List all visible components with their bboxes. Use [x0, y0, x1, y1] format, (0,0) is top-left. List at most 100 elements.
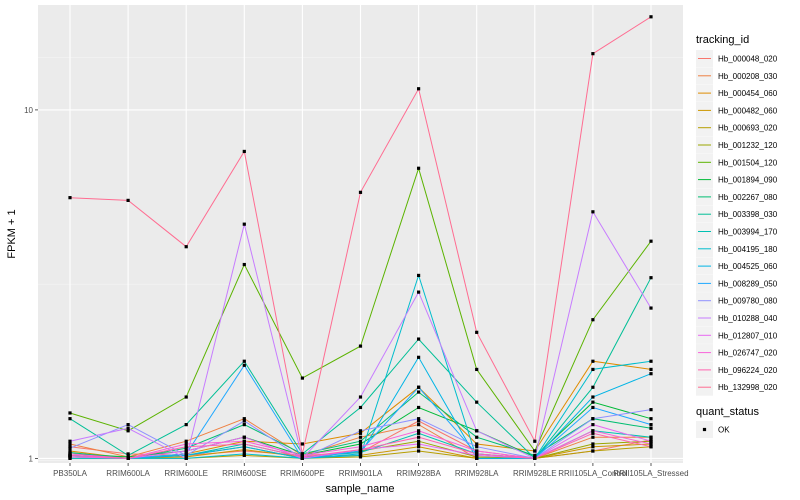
- legend-label: Hb_010288_040: [718, 314, 778, 323]
- data-point: [591, 435, 595, 439]
- data-point: [417, 439, 421, 443]
- data-point: [417, 431, 421, 435]
- data-point: [417, 445, 421, 449]
- data-point: [591, 318, 595, 322]
- data-point: [126, 453, 130, 457]
- data-point: [68, 446, 72, 450]
- data-point: [649, 15, 653, 19]
- data-point: [300, 455, 304, 459]
- data-point: [591, 417, 595, 421]
- data-point: [300, 452, 304, 456]
- legend-label: Hb_004525_060: [718, 262, 778, 271]
- legend-label: Hb_004195_180: [718, 245, 778, 254]
- data-point: [184, 445, 188, 449]
- data-point: [649, 439, 653, 443]
- data-point: [417, 429, 421, 433]
- data-point: [475, 445, 479, 449]
- data-point: [184, 423, 188, 427]
- legend-label: Hb_009780_080: [718, 297, 778, 306]
- data-point: [533, 439, 537, 443]
- legend-label: Hb_001894_090: [718, 176, 778, 185]
- data-point: [591, 385, 595, 389]
- legend-label: Hb_001232_120: [718, 141, 778, 150]
- data-point: [417, 390, 421, 394]
- legend-label: Hb_008289_050: [718, 279, 778, 288]
- data-point: [475, 456, 479, 460]
- data-point: [242, 262, 246, 267]
- data-point: [475, 452, 479, 456]
- x-tick-label: RRIM928BA: [396, 469, 441, 478]
- data-point: [591, 52, 595, 56]
- legend-label: Hb_000482_060: [718, 106, 778, 115]
- data-point: [591, 395, 595, 399]
- data-point: [533, 453, 537, 457]
- data-point: [242, 222, 246, 226]
- data-point: [184, 453, 188, 457]
- data-point: [417, 337, 421, 341]
- legend2-title: quant_status: [696, 406, 759, 418]
- data-point: [475, 400, 479, 404]
- x-tick-label: RRIM928LA: [455, 469, 499, 478]
- legend-label: Hb_000693_020: [718, 124, 778, 133]
- y-axis: 1 10: [24, 106, 38, 463]
- grid-lines: [38, 5, 683, 463]
- data-point: [126, 429, 130, 433]
- data-point: [184, 439, 188, 443]
- data-point: [417, 417, 421, 421]
- data-point: [649, 372, 653, 376]
- data-point: [417, 435, 421, 439]
- x-tick-label: PB350LA: [53, 469, 87, 478]
- data-point: [417, 290, 421, 294]
- legend-label: Hb_000454_060: [718, 89, 778, 98]
- data-point: [649, 442, 653, 446]
- data-point: [649, 408, 653, 412]
- data-point: [649, 435, 653, 439]
- data-point: [417, 273, 421, 278]
- data-point: [649, 306, 653, 310]
- data-point: [417, 449, 421, 453]
- legend-label: Hb_002267_080: [718, 193, 778, 202]
- data-point: [184, 442, 188, 446]
- x-tick-label: RRII105LA_Control: [558, 469, 628, 478]
- data-point: [649, 417, 653, 421]
- data-point: [184, 449, 188, 453]
- data-point: [358, 405, 363, 410]
- data-point: [591, 449, 595, 453]
- data-point: [68, 411, 72, 415]
- data-point: [242, 435, 246, 439]
- data-point: [358, 445, 363, 449]
- legend-label: Hb_012807_010: [718, 331, 778, 340]
- data-point: [358, 439, 363, 443]
- data-point: [242, 423, 246, 427]
- data-point: [475, 367, 479, 372]
- legend2-key-point: [702, 427, 707, 432]
- data-point: [591, 423, 595, 427]
- data-point: [591, 367, 595, 372]
- data-point: [358, 442, 363, 446]
- data-point: [533, 449, 537, 453]
- data-point: [68, 442, 72, 446]
- data-point: [533, 456, 537, 460]
- data-point: [417, 419, 421, 423]
- legend-label: Hb_003398_030: [718, 210, 778, 219]
- y-tick-label: 10: [24, 106, 33, 115]
- data-point: [126, 198, 130, 202]
- data-point: [300, 442, 304, 446]
- legend-label: Hb_096224_020: [718, 366, 778, 375]
- data-point: [184, 395, 188, 399]
- data-point: [358, 447, 363, 452]
- x-tick-label: RRII105LA_Stressed: [613, 469, 688, 478]
- data-point: [242, 442, 246, 446]
- legend-title: tracking_id: [696, 34, 749, 46]
- data-point: [68, 453, 72, 457]
- legend-items: Hb_000048_020 Hb_000208_030 Hb_000454_060 H…: [696, 50, 778, 396]
- x-tick-label: RRIM928LE: [513, 469, 557, 478]
- x-axis: PB350LA RRIM600LA RRIM600LE RRIM600SE RRIM60…: [53, 463, 689, 478]
- data-point: [475, 330, 479, 334]
- x-tick-label: RRIM901LA: [339, 469, 383, 478]
- data-point: [358, 395, 363, 399]
- data-point: [184, 245, 188, 249]
- data-point: [649, 359, 653, 363]
- data-point: [591, 210, 595, 214]
